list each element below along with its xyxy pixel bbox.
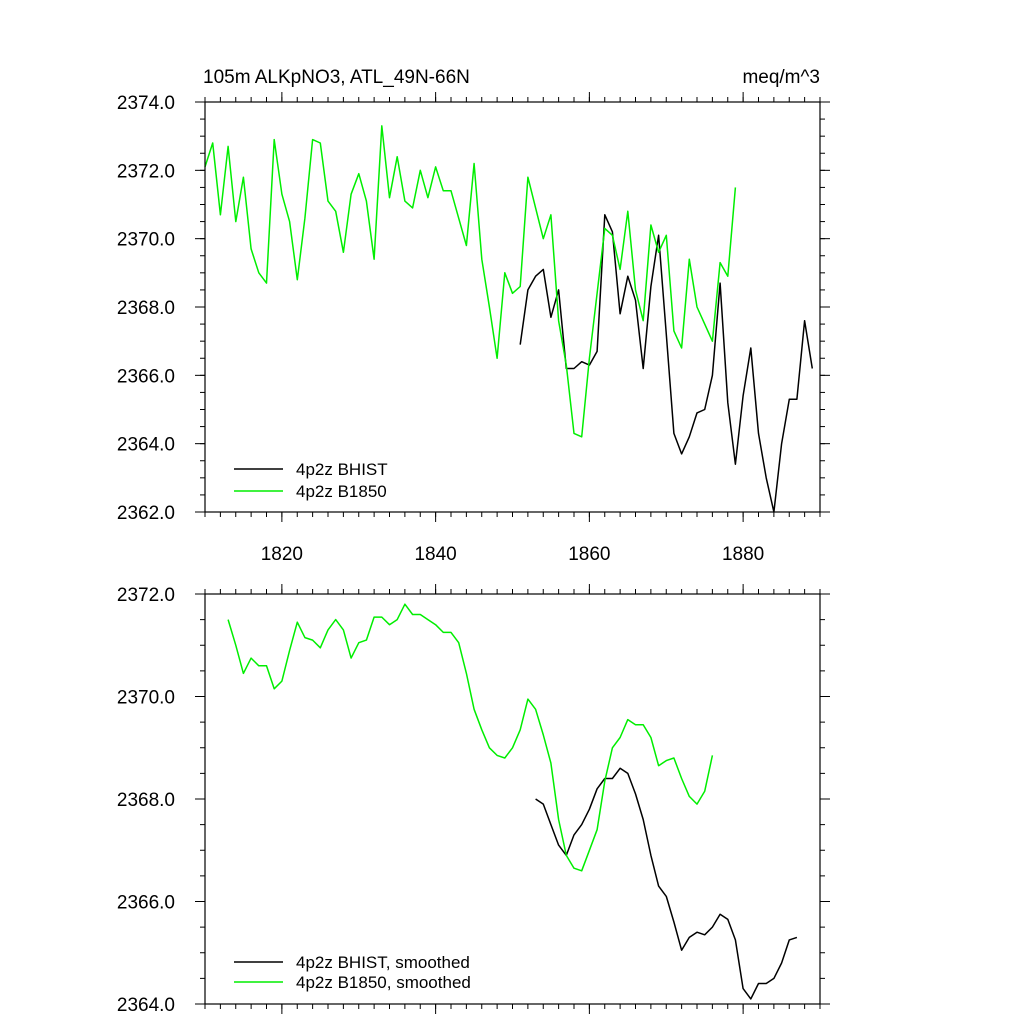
top-panel-legend: 4p2z BHIST 4p2z B1850 [234, 460, 388, 501]
top-y-tick-label: 2362.0 [117, 503, 175, 524]
bottom-y-tick-label: 2364.0 [117, 995, 175, 1016]
top-panel-title: 105m ALKpNO3, ATL_49N-66N [203, 67, 470, 88]
top-x-tick-label: 1820 [261, 544, 303, 565]
legend-label-bhist-smoothed: 4p2z BHIST, smoothed [296, 953, 470, 972]
series-line-4p2z-b1850-smoothed [227, 603, 714, 872]
top-y-tick-label: 2370.0 [117, 230, 175, 251]
top-y-tick-label: 2372.0 [117, 161, 175, 182]
bottom-y-tick-label: 2368.0 [117, 790, 175, 811]
top-panel-units: meq/m^3 [742, 67, 820, 88]
series-line-4p2z-b1850 [204, 125, 737, 438]
top-panel: 105m ALKpNO3, ATL_49N-66N meq/m^3 1820 18… [117, 67, 830, 565]
top-x-tick-label: 1860 [568, 544, 610, 565]
top-panel-plot-area [204, 125, 814, 513]
bottom-panel-frame [204, 593, 821, 1005]
bottom-panel-axes: 2364.0 2366.0 2368.0 2370.0 2372.0 [117, 584, 830, 1016]
top-y-tick-label: 2368.0 [117, 298, 175, 319]
top-y-tick-label: 2366.0 [117, 366, 175, 387]
bottom-y-tick-label: 2366.0 [117, 893, 175, 914]
legend-label-b1850-smoothed: 4p2z B1850, smoothed [296, 973, 471, 992]
top-x-tick-label: 1840 [414, 544, 456, 565]
legend-label-bhist: 4p2z BHIST [296, 460, 388, 479]
top-x-tick-label: 1880 [722, 544, 764, 565]
bottom-y-tick-label: 2370.0 [117, 688, 175, 709]
bottom-panel-plot-area [227, 603, 798, 1000]
bottom-panel-legend: 4p2z BHIST, smoothed 4p2z B1850, smoothe… [234, 953, 471, 992]
top-panel-frame [204, 101, 821, 513]
series-line-4p2z-bhist-smoothed [535, 767, 798, 1000]
top-y-tick-label: 2364.0 [117, 435, 175, 456]
top-y-tick-label: 2374.0 [117, 93, 175, 114]
bottom-panel: 2364.0 2366.0 2368.0 2370.0 2372.0 4p2z BHIS… [117, 584, 830, 1016]
legend-label-b1850: 4p2z B1850 [296, 482, 387, 501]
series-line-4p2z-bhist [519, 214, 814, 513]
bottom-y-tick-label: 2372.0 [117, 585, 175, 606]
top-panel-axes: 1820 1840 1860 1880 2362.0 2364.0 2366.0 2368.0… [117, 92, 830, 565]
